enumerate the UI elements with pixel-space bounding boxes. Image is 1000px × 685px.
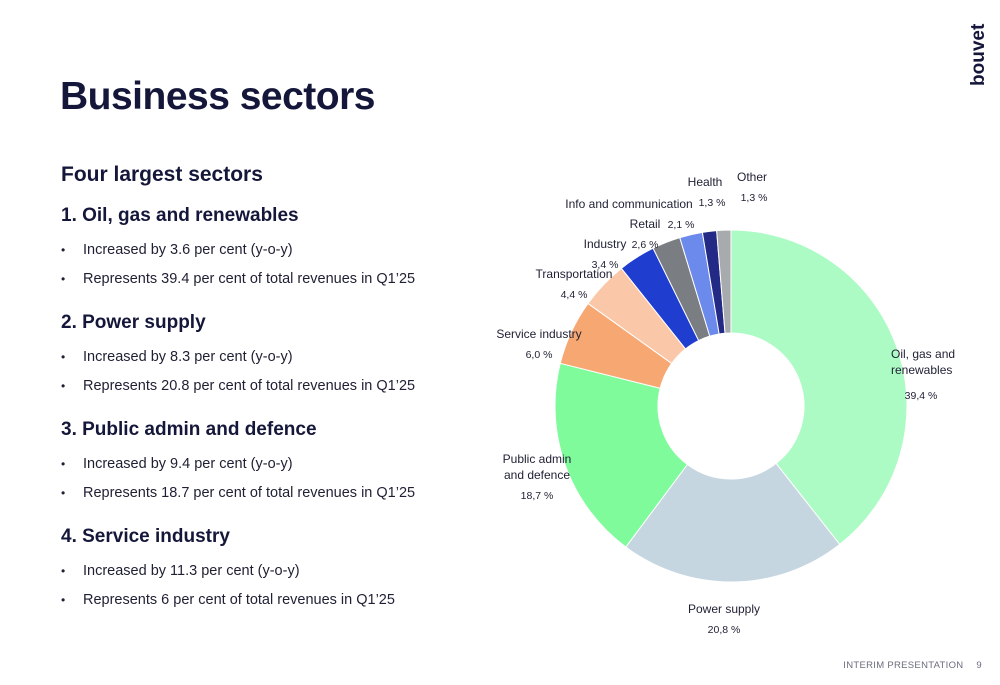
donut-slice-service-industry xyxy=(559,302,673,389)
bullet-item: • Increased by 3.6 per cent (y-o-y) xyxy=(61,236,491,265)
bullet-icon: • xyxy=(61,243,66,257)
bullet-item: • Represents 18.7 per cent of total reve… xyxy=(61,479,491,508)
chart-value-label: 1,3 % xyxy=(699,197,726,209)
donut-slice-industry xyxy=(620,247,700,350)
sector-title: 2. Power supply xyxy=(61,312,206,333)
chart-label-service-industry: Service industry 6,0 % xyxy=(496,327,581,361)
sector-title: 3. Public admin and defence xyxy=(61,419,317,440)
chart-label-oil-gas-and-renewables: Oil, gas and renewables 39,4 % xyxy=(891,347,955,402)
sector-bullets: • Increased by 11.3 per cent (y-o-y) • R… xyxy=(61,557,491,615)
donut-slice-public-admin-and-defence xyxy=(554,362,689,548)
donut-slice-transportation xyxy=(587,267,687,365)
bullet-text: Represents 39.4 per cent of total revenu… xyxy=(83,271,416,287)
bullet-icon: • xyxy=(61,272,66,286)
bouvet-logo-text: bouvet xyxy=(968,23,989,86)
bullet-item: • Increased by 11.3 per cent (y-o-y) xyxy=(61,557,491,586)
sector-block-oil-gas: 1. Oil, gas and renewables • Increased b… xyxy=(61,202,491,294)
sector-bullets: • Increased by 8.3 per cent (y-o-y) • Re… xyxy=(61,343,491,401)
chart-label-power-supply: Power supply 20,8 % xyxy=(688,602,760,636)
chart-label-info-and-communication: Info and communication 2,1 % xyxy=(565,197,694,231)
donut-slice-power-supply xyxy=(625,462,841,583)
chart-value-label: 18,7 % xyxy=(521,490,554,502)
page-title: Business sectors xyxy=(60,75,376,118)
bullet-text: Increased by 11.3 per cent (y-o-y) xyxy=(83,563,300,579)
chart-label-retail: Retail 2,6 % xyxy=(630,217,661,251)
chart-value-label: 2,6 % xyxy=(632,239,659,251)
sector-bullets: • Increased by 3.6 per cent (y-o-y) • Re… xyxy=(61,236,491,294)
footer-label: INTERIM PRESENTATION xyxy=(843,660,964,671)
bullet-icon: • xyxy=(61,593,66,607)
donut-slice-oil-gas-and-renewables xyxy=(730,229,908,546)
donut-slice-info-and-communication xyxy=(679,231,720,337)
bullet-icon: • xyxy=(61,350,66,364)
chart-label-text: Other xyxy=(737,170,767,184)
bullet-text: Represents 18.7 per cent of total revenu… xyxy=(83,485,416,501)
bullet-text: Increased by 3.6 per cent (y-o-y) xyxy=(83,242,293,258)
bullet-icon: • xyxy=(61,379,66,393)
chart-label-text: and defence xyxy=(504,468,570,482)
chart-label-text: Transportation xyxy=(536,267,613,281)
sector-bullets: • Increased by 9.4 per cent (y-o-y) • Re… xyxy=(61,450,491,508)
chart-label-text: Power supply xyxy=(688,602,760,616)
chart-label-public-admin-and-defence: Public admin and defence 18,7 % xyxy=(503,452,572,502)
chart-label-text: Retail xyxy=(630,217,661,231)
chart-label-text: Oil, gas and xyxy=(891,347,955,361)
page-number: 9 xyxy=(976,660,982,671)
sector-title: 4. Service industry xyxy=(61,526,230,547)
chart-label-text: Public admin xyxy=(503,452,572,466)
chart-value-label: 20,8 % xyxy=(708,624,741,636)
chart-label-text: Health xyxy=(688,175,723,189)
chart-value-label: 2,1 % xyxy=(668,219,695,231)
donut-slice-other xyxy=(716,229,732,334)
bullet-icon: • xyxy=(61,564,66,578)
section-subtitle: Four largest sectors xyxy=(61,163,263,186)
chart-value-label: 6,0 % xyxy=(526,349,553,361)
chart-value-label: 1,3 % xyxy=(741,192,768,204)
chart-label-industry: Industry 3,4 % xyxy=(584,237,627,271)
chart-label-transportation: Transportation 4,4 % xyxy=(536,267,613,301)
donut-slice-retail xyxy=(652,236,711,342)
donut-slice-health xyxy=(701,230,726,335)
bullet-text: Increased by 8.3 per cent (y-o-y) xyxy=(83,349,293,365)
sector-title: 1. Oil, gas and renewables xyxy=(61,205,299,226)
sector-block-power-supply: 2. Power supply • Increased by 8.3 per c… xyxy=(61,309,491,401)
bullet-item: • Represents 6 per cent of total revenue… xyxy=(61,586,491,615)
bullet-item: • Increased by 9.4 per cent (y-o-y) xyxy=(61,450,491,479)
sector-block-service-industry: 4. Service industry • Increased by 11.3 … xyxy=(61,523,491,615)
bouvet-logo: bouvet xyxy=(968,23,989,86)
bullet-item: • Increased by 8.3 per cent (y-o-y) xyxy=(61,343,491,372)
sector-summary: Four largest sectors 1. Oil, gas and ren… xyxy=(61,160,491,630)
bullet-item: • Represents 39.4 per cent of total reve… xyxy=(61,265,491,294)
chart-label-text: Service industry xyxy=(496,327,581,341)
sector-block-public-admin: 3. Public admin and defence • Increased … xyxy=(61,416,491,508)
chart-value-label: 4,4 % xyxy=(561,289,588,301)
bullet-text: Represents 20.8 per cent of total revenu… xyxy=(83,378,416,394)
bullet-item: • Represents 20.8 per cent of total reve… xyxy=(61,372,491,401)
chart-value-label: 3,4 % xyxy=(592,259,619,271)
footer: INTERIM PRESENTATION 9 xyxy=(843,659,982,673)
chart-value-label: 39,4 % xyxy=(905,390,938,402)
chart-label-text: renewables xyxy=(891,363,952,377)
chart-label-text: Industry xyxy=(584,237,627,251)
bullet-icon: • xyxy=(61,457,66,471)
bullet-text: Increased by 9.4 per cent (y-o-y) xyxy=(83,456,293,472)
chart-label-health: Health 1,3 % xyxy=(688,175,726,209)
bullet-text: Represents 6 per cent of total revenues … xyxy=(83,592,395,608)
chart-label-other: Other 1,3 % xyxy=(737,170,767,204)
bullet-icon: • xyxy=(61,486,66,500)
chart-label-text: Info and communication xyxy=(565,197,692,211)
